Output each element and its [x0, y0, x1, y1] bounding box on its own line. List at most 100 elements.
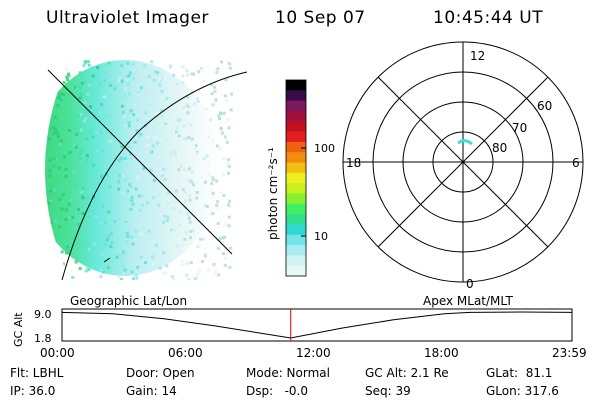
colorbar-label: photon cm⁻²s⁻¹ [266, 147, 280, 240]
uv-speckle [131, 242, 135, 246]
uv-speckle [203, 203, 207, 207]
uv-speckle [113, 256, 117, 260]
uv-speckle [53, 167, 57, 171]
uv-speckle [127, 235, 131, 239]
uv-speckle [221, 173, 225, 177]
ytick-top: 9.0 [34, 308, 52, 321]
uv-speckle [37, 218, 40, 221]
uv-speckle [210, 92, 214, 96]
uv-speckle [58, 197, 62, 201]
colorbar-cell [286, 214, 306, 225]
uv-speckle [160, 114, 164, 118]
time-label: 10:45:44 UT [433, 8, 544, 28]
uv-speckle [227, 199, 231, 203]
uv-speckle [152, 78, 156, 82]
uv-speckle [50, 166, 54, 170]
uv-speckle [87, 247, 91, 251]
uv-speckle [117, 142, 121, 146]
uv-speckle [89, 131, 93, 135]
uv-speckle [39, 210, 42, 213]
uv-speckle [147, 74, 151, 78]
uv-speckle [159, 109, 163, 113]
uv-speckle [65, 251, 69, 255]
uv-speckle [75, 132, 79, 136]
uv-speckle [54, 251, 58, 255]
uv-speckle [151, 279, 155, 280]
uv-speckle [186, 104, 190, 108]
uv-speckle [50, 252, 54, 256]
uv-speckle [131, 62, 135, 66]
uv-speckle [126, 74, 130, 78]
uv-speckle [53, 188, 57, 192]
colorbar-cell [286, 100, 306, 112]
uv-speckle [137, 87, 141, 91]
uv-speckle [131, 235, 135, 239]
uv-speckle [164, 121, 168, 125]
uv-speckle [213, 89, 217, 93]
uv-speckle [133, 140, 137, 144]
uv-speckle [57, 166, 61, 170]
uv-speckle [78, 71, 82, 75]
uv-speckle [65, 208, 69, 212]
uv-speckle [184, 226, 188, 230]
uv-speckle [71, 275, 75, 279]
uv-speckle [104, 117, 108, 121]
uv-speckle [153, 136, 157, 140]
uv-speckle [172, 73, 176, 77]
uv-speckle [168, 65, 172, 69]
uv-speckle [31, 171, 34, 174]
uv-speckle [30, 152, 33, 155]
uv-speckle [45, 84, 49, 88]
glat-info: GLat: 81.1 [486, 366, 553, 380]
uv-speckle [175, 126, 179, 130]
uv-speckle [142, 167, 146, 171]
uv-speckle [45, 61, 48, 65]
uv-speckle [58, 187, 62, 191]
uv-speckle [48, 174, 52, 178]
uv-speckle [137, 92, 141, 96]
uv-speckle [169, 153, 173, 157]
uv-speckle [128, 145, 132, 149]
uv-speckle [121, 264, 125, 268]
altitude-timeline: Geographic Lat/Lon Apex MLat/MLT GC Alt … [12, 294, 573, 347]
uv-speckle [211, 236, 215, 240]
uv-speckle [90, 66, 94, 70]
colorbar-cell [286, 255, 306, 267]
uv-speckle [203, 180, 207, 184]
uv-speckle [125, 231, 129, 235]
uv-speckle [160, 89, 164, 93]
xtick-1800: 18:00 [424, 346, 459, 360]
uv-speckle [191, 183, 195, 187]
uv-speckle [85, 137, 89, 141]
uv-speckle [185, 103, 189, 107]
uv-speckle [185, 273, 189, 277]
uv-speckle [33, 230, 36, 233]
uv-speckle [207, 268, 211, 272]
uv-speckle [223, 94, 227, 98]
uv-speckle [72, 102, 76, 106]
uv-speckle [155, 112, 159, 116]
uv-speckle [49, 220, 53, 224]
uv-speckle [51, 87, 55, 91]
uv-speckle [34, 100, 37, 103]
uv-speckle [214, 96, 218, 100]
uv-speckle [67, 128, 71, 132]
uv-speckle [31, 199, 34, 202]
uv-speckle [162, 168, 166, 172]
uv-speckle [164, 73, 168, 77]
uv-speckle [62, 81, 66, 85]
uv-speckle [83, 101, 87, 105]
uv-speckle [156, 141, 160, 145]
uv-speckle [60, 250, 64, 254]
uv-speckle [45, 263, 49, 267]
uv-speckle [41, 169, 44, 172]
uv-speckle [181, 135, 185, 139]
uv-speckle [177, 134, 181, 138]
uv-speckle [38, 68, 41, 71]
polar-label-6: 6 [572, 156, 580, 170]
uv-speckle [49, 200, 53, 204]
uv-earth-image [30, 60, 248, 281]
uv-speckle [205, 154, 209, 158]
uv-speckle [51, 213, 55, 217]
polar-label-12: 12 [470, 49, 485, 63]
